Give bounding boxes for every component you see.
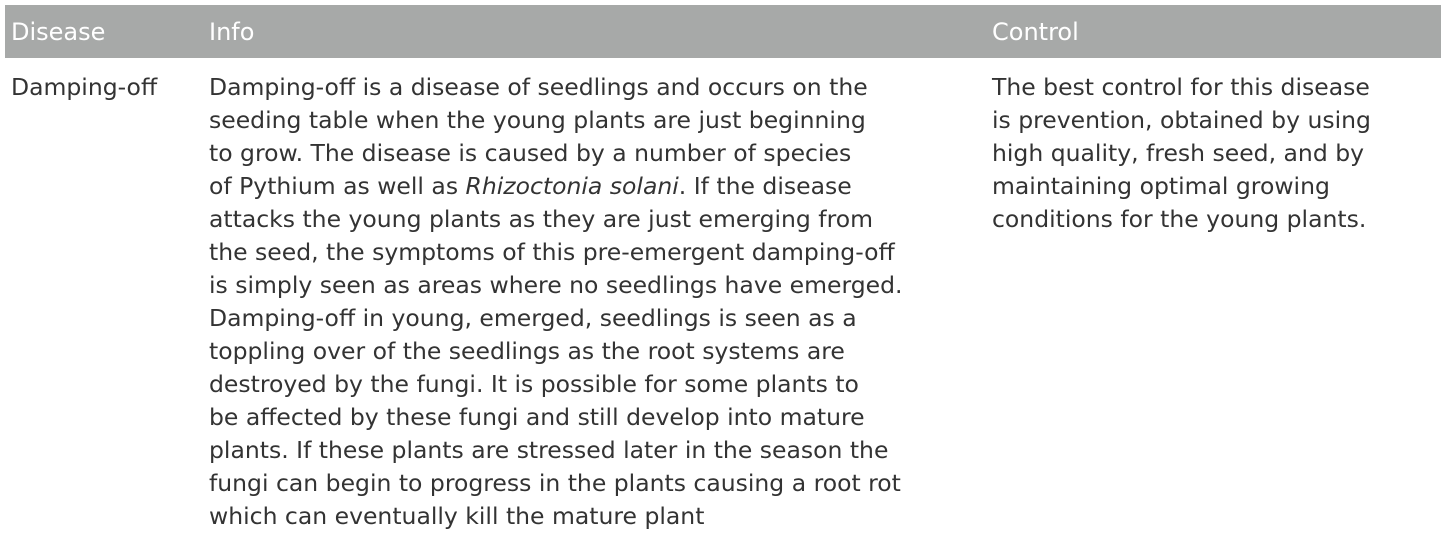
info-text-line: Damping-off in young, emerged, seedlings… [209,304,857,332]
header-control: Control [992,18,1079,46]
info-text-line: fungi can begin to progress in the plant… [209,469,901,497]
info-text-line: attacks the young plants as they are jus… [209,205,873,233]
control-cell: The best control for this disease is prev… [992,71,1371,236]
info-text-line: the seed, the symptoms of this pre-emerg… [209,238,895,266]
info-text-line: seeding table when the young plants are … [209,106,866,134]
info-text-line: of Pythium as well as Rhizoctonia solani… [209,172,852,200]
table-row: Damping-off Damping-off is a disease of … [5,58,1441,538]
info-text-line: which can eventually kill the mature pla… [209,502,705,530]
info-text-line: be affected by these fungi and still dev… [209,403,865,431]
info-text-line: Damping-off is a disease of seedlings an… [209,73,868,101]
disease-table: Disease Info Control Damping-off Damping… [5,5,1441,538]
info-text-line: is simply seen as areas where no seedlin… [209,271,903,299]
table-header: Disease Info Control [5,5,1441,58]
info-text-line: toppling over of the seedlings as the ro… [209,337,845,365]
header-disease: Disease [11,18,106,46]
disease-cell: Damping-off [11,73,158,101]
species-name: Rhizoctonia solani [465,172,679,200]
control-text-line: high quality, fresh seed, and by [992,139,1365,167]
control-text-line: The best control for this disease [992,73,1370,101]
control-text-line: is prevention, obtained by using [992,106,1371,134]
control-text-line: maintaining optimal growing [992,172,1330,200]
info-text-line: to grow. The disease is caused by a numb… [209,139,852,167]
control-text-line: conditions for the young plants. [992,205,1367,233]
info-cell: Damping-off is a disease of seedlings an… [209,71,902,533]
header-info: Info [209,18,255,46]
info-text-line: plants. If these plants are stressed lat… [209,436,889,464]
info-text-line: destroyed by the fungi. It is possible f… [209,370,859,398]
